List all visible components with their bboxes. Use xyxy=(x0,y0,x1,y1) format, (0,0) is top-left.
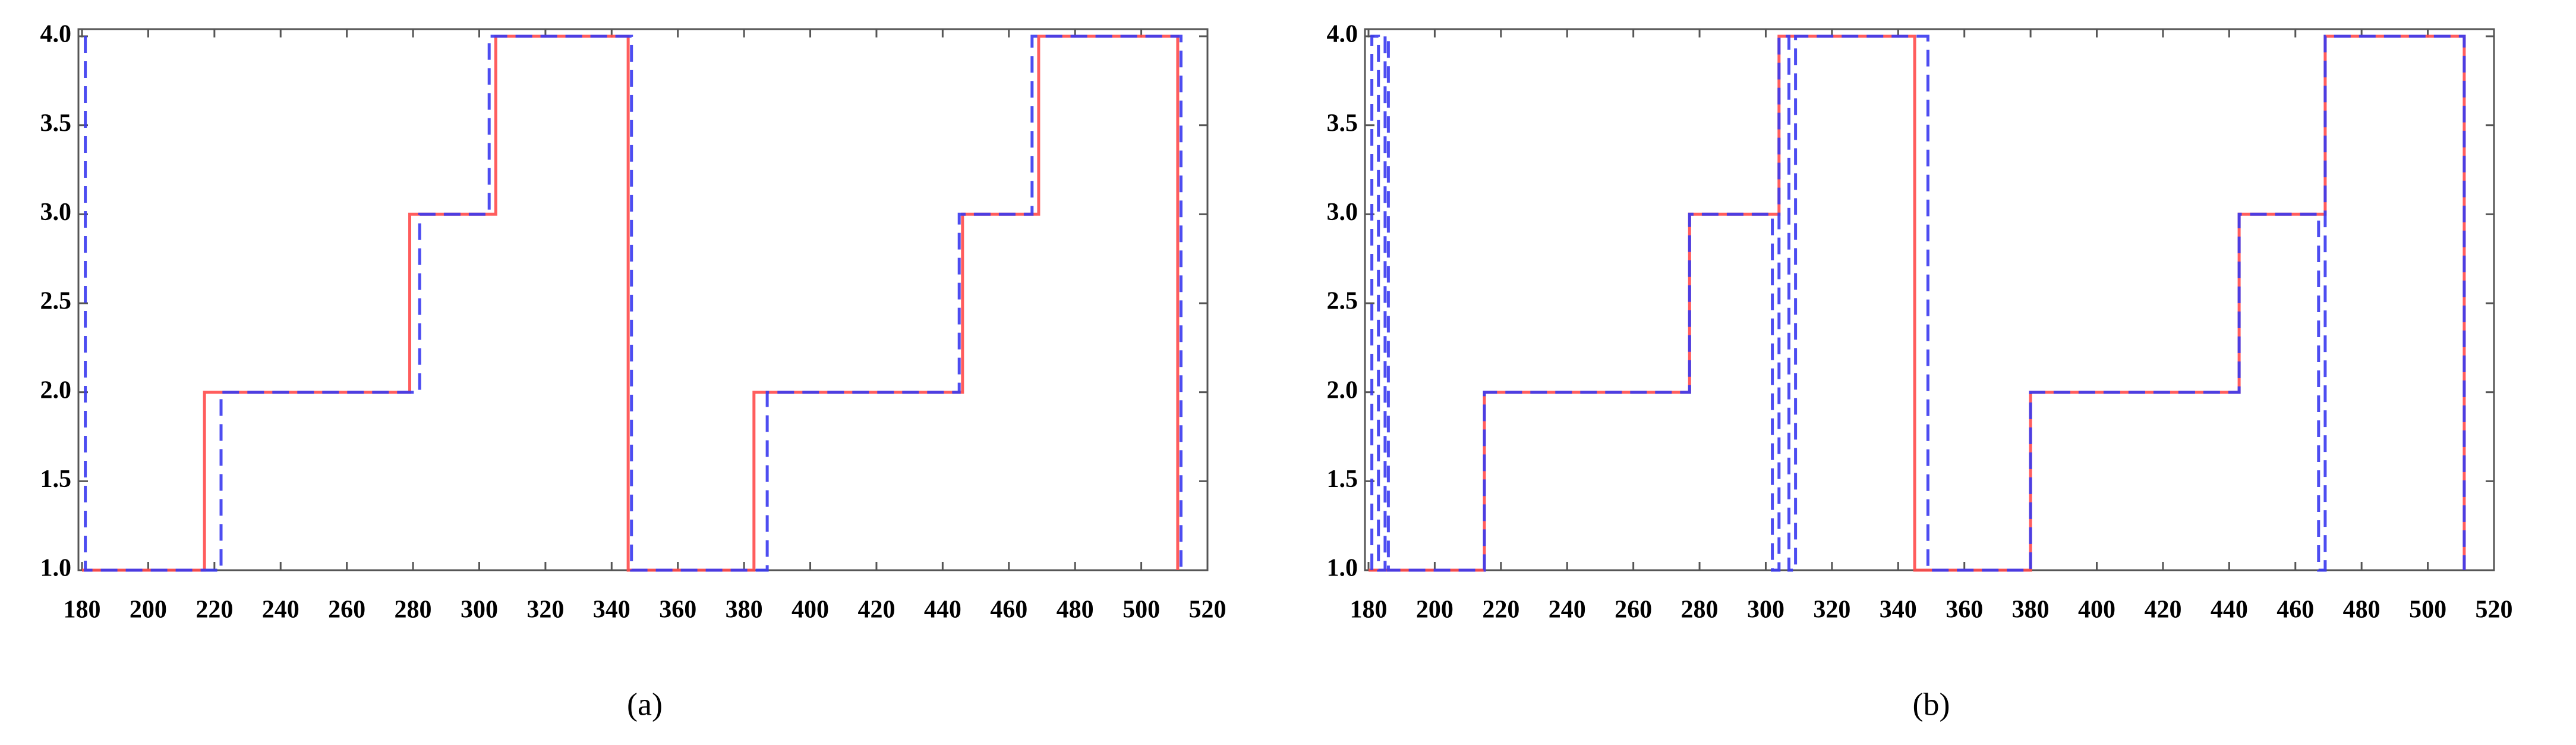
series-line xyxy=(84,34,1183,572)
x-tick-label: 260 xyxy=(1615,596,1652,624)
y-tick-label: 4.0 xyxy=(1327,21,1358,48)
y-tick-label: 1.5 xyxy=(40,466,72,493)
x-tick-label: 320 xyxy=(526,596,564,624)
x-tick-label: 220 xyxy=(196,596,233,624)
series-line xyxy=(82,34,1180,572)
x-tick-label: 500 xyxy=(2409,596,2446,624)
x-tick-label: 260 xyxy=(328,596,365,624)
y-tick-label: 2.0 xyxy=(1327,376,1358,404)
y-tick-label: 2.0 xyxy=(40,376,72,404)
x-tick-label: 380 xyxy=(726,596,763,624)
x-tick-label: 360 xyxy=(659,596,696,624)
caption: (b) xyxy=(1913,686,1950,722)
x-tick-label: 480 xyxy=(1057,596,1094,624)
caption: (a) xyxy=(627,686,663,722)
y-tick-label: 1.0 xyxy=(40,555,72,582)
x-tick-label: 520 xyxy=(2476,596,2513,624)
x-tick-label: 460 xyxy=(990,596,1027,624)
x-tick-label: 240 xyxy=(1549,596,1586,624)
y-tick-label: 1.0 xyxy=(1327,555,1358,582)
y-tick-label: 2.5 xyxy=(40,288,72,315)
x-tick-label: 220 xyxy=(1482,596,1519,624)
x-tick-label: 520 xyxy=(1189,596,1226,624)
x-tick-label: 340 xyxy=(593,596,630,624)
series-line xyxy=(1369,34,2466,572)
x-tick-label: 400 xyxy=(2078,596,2115,624)
x-tick-label: 380 xyxy=(2012,596,2050,624)
x-tick-label: 500 xyxy=(1123,596,1160,624)
x-tick-label: 340 xyxy=(1880,596,1917,624)
x-tick-label: 300 xyxy=(1747,596,1784,624)
x-tick-label: 460 xyxy=(2277,596,2314,624)
x-tick-label: 180 xyxy=(1350,596,1388,624)
x-tick-label: 320 xyxy=(1813,596,1850,624)
y-tick-label: 3.5 xyxy=(40,109,72,137)
x-tick-label: 400 xyxy=(792,596,829,624)
y-tick-label: 3.0 xyxy=(40,199,72,226)
x-tick-label: 480 xyxy=(2343,596,2380,624)
series-line xyxy=(1370,34,2466,572)
x-tick-label: 200 xyxy=(130,596,167,624)
y-tick-label: 3.5 xyxy=(1327,109,1358,137)
y-tick-label: 1.5 xyxy=(1327,466,1358,493)
x-tick-label: 180 xyxy=(64,596,101,624)
y-tick-label: 3.0 xyxy=(1327,199,1358,226)
x-tick-label: 420 xyxy=(2144,596,2181,624)
y-tick-label: 2.5 xyxy=(1327,288,1358,315)
x-tick-label: 360 xyxy=(1946,596,1983,624)
x-tick-label: 200 xyxy=(1416,596,1453,624)
x-tick-label: 440 xyxy=(924,596,961,624)
x-tick-label: 240 xyxy=(262,596,299,624)
y-tick-label: 4.0 xyxy=(40,21,72,48)
x-tick-label: 420 xyxy=(857,596,895,624)
x-tick-label: 280 xyxy=(395,596,432,624)
x-tick-label: 300 xyxy=(461,596,498,624)
x-tick-label: 280 xyxy=(1681,596,1719,624)
x-tick-label: 440 xyxy=(2211,596,2248,624)
